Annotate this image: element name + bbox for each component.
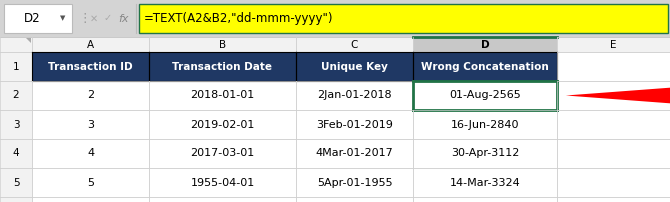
Bar	[413, 110, 557, 139]
Bar	[4, 4, 72, 33]
Text: 3Feb-01-2019: 3Feb-01-2019	[316, 120, 393, 129]
Bar	[149, 37, 296, 52]
Bar	[413, 197, 557, 202]
Text: 2017-03-01: 2017-03-01	[190, 148, 255, 159]
Bar	[139, 4, 668, 33]
Bar	[0, 197, 32, 202]
Bar	[32, 197, 149, 202]
Bar	[32, 52, 149, 81]
Bar	[413, 139, 557, 168]
Bar	[413, 81, 557, 110]
Bar	[296, 197, 413, 202]
Text: 2Jan-01-2018: 2Jan-01-2018	[317, 90, 392, 101]
Text: =TEXT(A2&B2,"dd-mmm-yyyy"): =TEXT(A2&B2,"dd-mmm-yyyy")	[144, 12, 334, 25]
Bar	[149, 52, 296, 81]
Bar	[413, 168, 557, 197]
Bar	[149, 81, 296, 110]
Bar	[32, 139, 149, 168]
Text: D: D	[480, 40, 489, 49]
Text: Transaction ID: Transaction ID	[48, 61, 133, 72]
Bar	[296, 168, 413, 197]
Bar	[32, 81, 149, 110]
Bar	[149, 139, 296, 168]
Bar	[296, 37, 413, 52]
Bar	[0, 0, 670, 37]
Text: 01-Aug-2565: 01-Aug-2565	[449, 90, 521, 101]
Bar	[557, 168, 670, 197]
Bar	[0, 37, 32, 52]
Bar	[296, 110, 413, 139]
Bar	[413, 52, 557, 81]
Text: 4: 4	[87, 148, 94, 159]
Text: 2018-01-01: 2018-01-01	[190, 90, 255, 101]
Bar	[557, 110, 670, 139]
Text: 1955-04-01: 1955-04-01	[190, 178, 255, 187]
Text: 5: 5	[87, 178, 94, 187]
Text: fx: fx	[118, 14, 129, 23]
Text: 4: 4	[13, 148, 19, 159]
Bar	[296, 81, 413, 110]
Text: 3: 3	[87, 120, 94, 129]
Text: 2: 2	[87, 90, 94, 101]
Text: 14-Mar-3324: 14-Mar-3324	[450, 178, 521, 187]
Text: 1: 1	[13, 61, 19, 72]
Polygon shape	[26, 38, 31, 43]
Text: A: A	[87, 40, 94, 49]
Bar	[557, 197, 670, 202]
Bar	[557, 37, 670, 52]
Text: 2: 2	[13, 90, 19, 101]
Text: 16-Jun-2840: 16-Jun-2840	[451, 120, 519, 129]
Text: D2: D2	[24, 12, 41, 25]
Bar	[0, 52, 32, 81]
Text: 4Mar-01-2017: 4Mar-01-2017	[316, 148, 393, 159]
Text: Unique Key: Unique Key	[321, 61, 388, 72]
Text: ⋮: ⋮	[78, 12, 90, 25]
Bar	[557, 139, 670, 168]
Text: Transaction Date: Transaction Date	[172, 61, 273, 72]
Bar	[149, 168, 296, 197]
Bar	[296, 52, 413, 81]
Text: 5: 5	[13, 178, 19, 187]
Bar	[0, 139, 32, 168]
Bar	[557, 52, 670, 81]
Bar	[413, 37, 557, 52]
Bar	[0, 81, 32, 110]
Text: C: C	[351, 40, 358, 49]
Bar	[32, 37, 149, 52]
Text: E: E	[610, 40, 617, 49]
Text: 30-Apr-3112: 30-Apr-3112	[451, 148, 519, 159]
Text: 3: 3	[13, 120, 19, 129]
Bar	[32, 168, 149, 197]
Text: 5Apr-01-1955: 5Apr-01-1955	[317, 178, 393, 187]
Bar	[296, 139, 413, 168]
Text: Wrong Concatenation: Wrong Concatenation	[421, 61, 549, 72]
Bar	[149, 110, 296, 139]
Text: ▼: ▼	[60, 16, 66, 21]
Bar	[0, 110, 32, 139]
Bar	[32, 110, 149, 139]
Text: ✕: ✕	[90, 14, 98, 23]
Text: 2019-02-01: 2019-02-01	[190, 120, 255, 129]
Bar	[557, 81, 670, 110]
Bar	[0, 168, 32, 197]
Bar	[149, 197, 296, 202]
Text: ✓: ✓	[104, 14, 112, 23]
Text: B: B	[219, 40, 226, 49]
